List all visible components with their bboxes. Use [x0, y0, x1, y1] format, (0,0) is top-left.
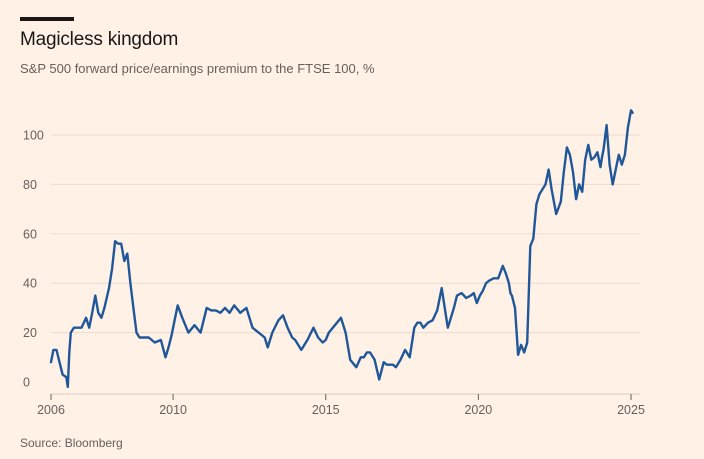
x-tick-label: 2015: [312, 403, 340, 417]
y-tick-label: 20: [23, 326, 37, 340]
x-tick-labels: 2006 2010 2015 2020 2025: [37, 403, 645, 417]
title-rule: [20, 17, 74, 21]
x-tick-label: 2025: [617, 403, 645, 417]
series-line: [49, 109, 634, 389]
series-group: [49, 109, 634, 389]
source-note: Source: Bloomberg: [20, 436, 123, 450]
y-tick-labels: 0 20 40 60 80 100: [23, 129, 44, 390]
x-axis: [50, 393, 640, 400]
x-tick-label: 2020: [464, 403, 492, 417]
chart-subtitle: S&P 500 forward price/earnings premium t…: [20, 61, 375, 76]
chart-title: Magicless kingdom: [20, 29, 179, 50]
y-tick-label: 60: [23, 227, 37, 241]
x-tick-label: 2006: [37, 403, 65, 417]
y-tick-label: 40: [23, 277, 37, 291]
y-tick-label: 80: [23, 178, 37, 192]
y-tick-label: 100: [23, 129, 44, 143]
x-tick-label: 2010: [159, 403, 187, 417]
grid-lines: [51, 134, 640, 334]
y-tick-label: 0: [23, 376, 30, 390]
